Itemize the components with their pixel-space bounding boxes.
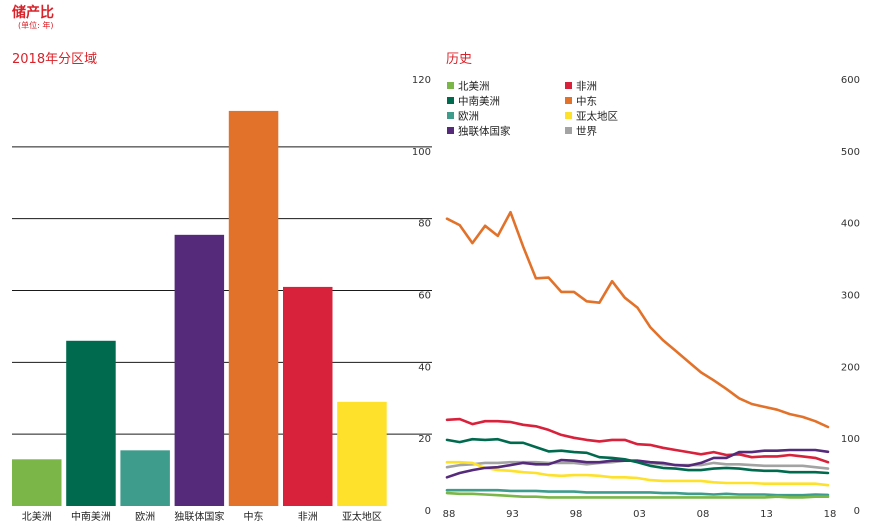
category-label: 中东 — [244, 510, 264, 523]
line-chart-series — [445, 210, 830, 499]
legend-swatch — [447, 112, 454, 119]
series-line — [445, 460, 830, 487]
bar-chart-labels: 0 20 40 60 80 100 120 北美洲 中南美洲 欧洲 独联体国家 中东 非洲 亚太地区 — [22, 75, 431, 523]
legend-label: 亚太地区 — [576, 110, 618, 123]
series-line — [445, 437, 830, 475]
legend-item: 独联体国家 — [447, 125, 511, 138]
legend-swatch — [565, 127, 572, 134]
legend-item: 亚太地区 — [565, 110, 618, 123]
y-tick-label: 100 — [412, 147, 431, 158]
legend-label: 欧洲 — [458, 111, 479, 123]
series-line — [445, 448, 830, 479]
y-tick-label: 120 — [412, 75, 431, 86]
series-line — [445, 417, 830, 464]
legend-label: 独联体国家 — [458, 125, 511, 138]
legend-label: 北美洲 — [458, 80, 490, 93]
bar-chart-title: 2018年分区域 — [12, 52, 98, 67]
y-tick-label: 80 — [418, 219, 431, 230]
y-tick-label: 200 — [841, 362, 860, 373]
bar — [174, 234, 225, 506]
y-tick-label: 20 — [418, 434, 431, 445]
bar-chart-bars — [12, 110, 387, 507]
x-tick-label: 93 — [506, 509, 519, 520]
category-label: 中南美洲 — [71, 510, 111, 523]
legend-item: 世界 — [565, 126, 597, 138]
legend-label: 世界 — [576, 126, 597, 138]
category-label: 欧洲 — [135, 511, 155, 523]
y-tick-label: 500 — [841, 147, 860, 158]
x-tick-label: 03 — [633, 509, 646, 520]
y-tick-label: 600 — [841, 75, 860, 86]
legend-label: 中南美洲 — [458, 95, 500, 108]
y-tick-label: 0 — [854, 506, 860, 517]
bar — [228, 110, 279, 507]
legend-swatch — [565, 97, 572, 104]
x-tick-label: 13 — [760, 509, 773, 520]
category-label: 亚太地区 — [342, 510, 382, 523]
bar — [337, 401, 387, 506]
legend-item: 中南美洲 — [447, 95, 500, 108]
series-line — [445, 491, 830, 499]
legend-swatch — [565, 112, 572, 119]
bar-chart: 0 20 40 60 80 100 120 北美洲 中南美洲 欧洲 独联体国家 中东 非洲 亚太地区 — [12, 75, 432, 523]
line-chart-axis-labels: 0 100 200 300 400 500 600 88 93 98 03 08 13 18 — [443, 75, 860, 520]
legend-label: 非洲 — [576, 81, 597, 93]
page-title: 储产比 — [12, 5, 54, 21]
y-tick-label: 400 — [841, 219, 860, 230]
legend-item: 欧洲 — [447, 111, 479, 123]
page-subtitle: (单位: 年) — [18, 21, 54, 30]
y-tick-label: 100 — [841, 434, 860, 445]
legend-swatch — [565, 82, 572, 89]
bar — [12, 459, 62, 506]
category-label: 独联体国家 — [174, 510, 224, 523]
bar — [283, 286, 333, 506]
y-tick-label: 40 — [418, 362, 431, 373]
legend-swatch — [447, 97, 454, 104]
legend-item: 非洲 — [565, 81, 597, 93]
x-tick-label: 88 — [443, 509, 456, 520]
bar — [66, 340, 116, 506]
y-tick-label: 60 — [418, 291, 431, 302]
legend-item: 中东 — [565, 95, 597, 108]
category-label: 非洲 — [298, 511, 318, 523]
series-line — [445, 488, 830, 497]
bar — [120, 450, 170, 506]
series-line — [445, 210, 830, 429]
x-tick-label: 08 — [697, 509, 710, 520]
category-label: 北美洲 — [22, 510, 52, 523]
y-tick-label: 300 — [841, 291, 860, 302]
y-tick-label: 0 — [425, 506, 431, 517]
legend-swatch — [447, 127, 454, 134]
x-tick-label: 98 — [570, 509, 583, 520]
legend-swatch — [447, 82, 454, 89]
legend-label: 中东 — [576, 95, 597, 108]
legend-item: 北美洲 — [447, 80, 490, 93]
x-tick-label: 18 — [824, 509, 837, 520]
line-chart-title: 历史 — [446, 52, 473, 67]
